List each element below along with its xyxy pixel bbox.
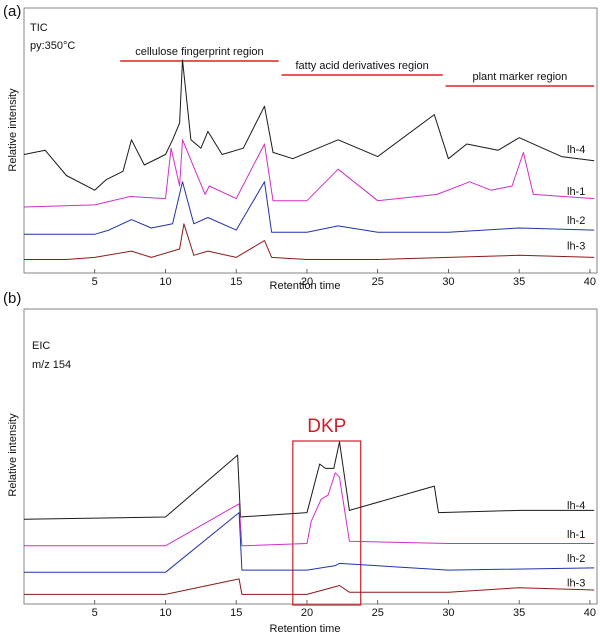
dkp-box [292, 440, 362, 606]
panel-a-info-mode: TIC [30, 22, 48, 34]
x-tick-label: 30 [442, 607, 454, 619]
x-tick-label: 25 [372, 607, 384, 619]
panel-b-traces: lh-4 lh-1 lh-2 lh-3 [23, 441, 595, 595]
trace-label-lh-1: lh-1 [567, 529, 585, 541]
trace-lh-2 [24, 181, 595, 235]
trace-lh-3 [24, 578, 595, 595]
panel-b-info-mz: m/z 154 [32, 359, 71, 371]
x-tick-label: 40 [584, 607, 596, 619]
panel-b-frame [23, 308, 598, 605]
region-label: cellulose fingerprint region [135, 46, 263, 58]
trace-lh-3 [24, 223, 595, 260]
trace-lh-4 [23, 59, 595, 191]
x-tick-label: 35 [513, 276, 525, 288]
panel-b-y-label: Relative intensity [7, 413, 19, 497]
panel-a-label: (a) [3, 3, 21, 20]
trace-label-lh-1: lh-1 [567, 186, 585, 198]
x-tick-label: 40 [584, 276, 596, 288]
panel-a-x-axis: 5 10 15 20 25 30 35 40 [92, 269, 596, 288]
region-annotations: cellulose fingerprint region fatty acid d… [120, 46, 595, 87]
panel-a-frame [23, 7, 598, 274]
x-tick-label: 20 [301, 276, 313, 288]
dkp-highlight: DKP [292, 416, 362, 606]
dkp-label: DKP [307, 416, 346, 437]
region-label: fatty acid derivatives region [295, 60, 428, 72]
panel-a-traces: lh-4 lh-1 lh-2 lh-3 [23, 59, 595, 260]
panel-a-y-label: Relative intensity [7, 88, 19, 172]
region-label: plant marker region [473, 71, 568, 83]
panel-b-label: (b) [3, 290, 21, 307]
x-tick-label: 35 [513, 607, 525, 619]
x-tick-label: 30 [442, 276, 454, 288]
x-tick-label: 10 [159, 607, 171, 619]
x-tick-label: 5 [92, 607, 98, 619]
x-tick-label: 10 [159, 276, 171, 288]
trace-lh-1 [23, 139, 595, 208]
x-tick-label: 15 [230, 607, 242, 619]
trace-label-lh-3: lh-3 [567, 577, 585, 589]
trace-lh-2 [24, 512, 595, 573]
x-tick-label: 5 [92, 276, 98, 288]
x-tick-label: 20 [301, 607, 313, 619]
panel-b-info-mode: EIC [32, 340, 50, 352]
panel-b-x-axis: 5 10 15 20 25 30 35 40 [92, 600, 596, 619]
trace-label-lh-4: lh-4 [567, 500, 585, 512]
trace-label-lh-2: lh-2 [567, 215, 585, 227]
trace-lh-1 [24, 472, 595, 547]
panel-a-info-temp: py:350°C [30, 40, 75, 52]
panel-a-x-label: Retention time [270, 280, 341, 292]
trace-lh-4 [23, 441, 595, 520]
trace-label-lh-4: lh-4 [567, 144, 585, 156]
trace-label-lh-3: lh-3 [567, 240, 585, 252]
trace-label-lh-2: lh-2 [567, 553, 585, 565]
x-tick-label: 15 [230, 276, 242, 288]
panel-b-x-label: Retention time [270, 623, 341, 635]
x-tick-label: 25 [372, 276, 384, 288]
